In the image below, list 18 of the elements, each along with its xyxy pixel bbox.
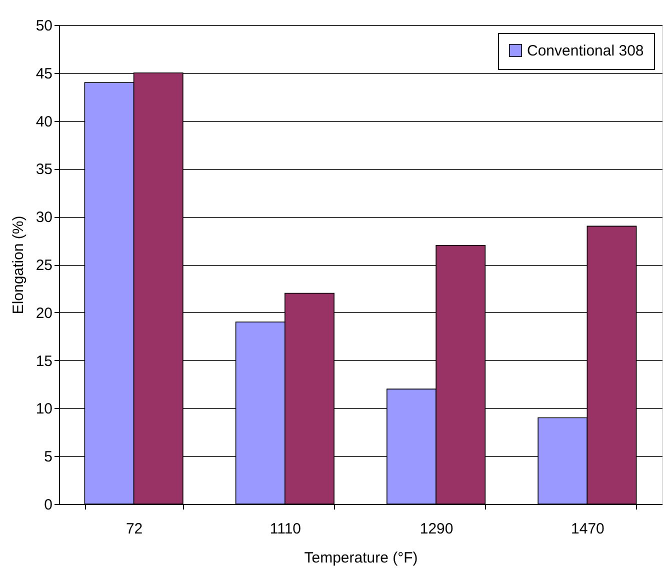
y-tick-label: 15 bbox=[36, 352, 52, 370]
y-tick-label: 10 bbox=[36, 400, 52, 418]
y-tick-label: 35 bbox=[36, 161, 52, 178]
x-axis-title: Temperature (°F) bbox=[304, 550, 418, 566]
x-tick-label: 1110 bbox=[270, 520, 302, 538]
y-tick-label: 40 bbox=[36, 113, 52, 130]
y-tick-label: 30 bbox=[36, 209, 52, 226]
y-tick-label: 50 bbox=[36, 18, 52, 34]
y-tick-label: 25 bbox=[36, 257, 52, 274]
y-tick-label: 5 bbox=[44, 448, 52, 466]
y-axis-title: Elongation (%) bbox=[10, 216, 27, 314]
x-tick-label: 72 bbox=[126, 520, 143, 538]
x-tick-label: 1470 bbox=[571, 520, 604, 538]
legend-label: Conventional 308 bbox=[527, 42, 644, 60]
y-tick-label: 0 bbox=[44, 496, 52, 514]
y-tick-label: 20 bbox=[36, 304, 52, 322]
x-tick-label: 1290 bbox=[420, 520, 454, 538]
y-tick-label: 45 bbox=[36, 65, 52, 82]
